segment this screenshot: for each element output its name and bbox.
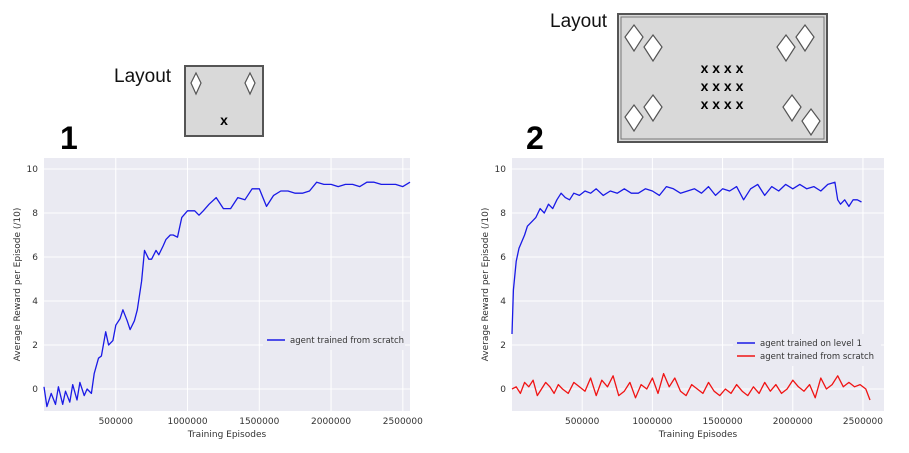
- y-axis-label: Average Reward per Episode (/10): [13, 208, 23, 362]
- layout-1-label: Layout: [114, 66, 172, 87]
- diamond-icon: [643, 34, 663, 63]
- y-tick-label: 10: [27, 165, 39, 175]
- layout-1-agent-mark: x: [220, 112, 228, 128]
- diamond-icon: [782, 94, 802, 123]
- layout-2-diagram: x x x x x x x x x x x x: [617, 13, 828, 143]
- x-tick-label: 500000: [565, 417, 600, 427]
- layout-2-agent-row: x x x x: [701, 78, 744, 94]
- layout-2-agent-row: x x x x: [701, 60, 744, 76]
- y-tick-label: 4: [32, 297, 38, 307]
- y-tick-label: 6: [32, 253, 38, 263]
- series-line: [43, 181, 411, 408]
- diamond-icon: [801, 108, 821, 137]
- plot-area: [512, 158, 884, 411]
- x-tick-label: 500000: [99, 417, 134, 427]
- chart-2: 500000 1000000 1500000 2000000 2500000 0 2 4 6 8 1…: [460, 150, 909, 450]
- panel-number-1: 1: [60, 120, 78, 156]
- diamond-icon: [190, 71, 202, 96]
- legend-box: [263, 331, 405, 350]
- series-line: [511, 181, 862, 335]
- x-tick-label: 1000000: [167, 417, 207, 427]
- diamond-icon: [624, 104, 644, 133]
- y-tick-label: 8: [32, 209, 38, 219]
- legend: agent trained on level 1 agent trained fr…: [733, 334, 881, 366]
- x-tick-label: 1500000: [239, 417, 279, 427]
- y-axis-label: Average Reward per Episode (/10): [481, 208, 491, 362]
- series-line: [511, 372, 871, 401]
- diamond-icon: [776, 34, 796, 63]
- y-tick-label: 2: [32, 341, 38, 351]
- legend: agent trained from scratch: [263, 331, 405, 350]
- y-tick-label: 0: [500, 385, 506, 395]
- x-tick-label: 2000000: [311, 417, 351, 427]
- chart-1: 500000 1000000 1500000 2000000 2500000 0 2 4 6 8 1…: [0, 150, 440, 450]
- y-tick-label: 4: [500, 297, 506, 307]
- chart-2-svg: 500000 1000000 1500000 2000000 2500000 0 2 4 6 8 1…: [481, 158, 884, 440]
- y-tick-label: 10: [495, 165, 507, 175]
- x-tick-label: 1000000: [632, 417, 672, 427]
- legend-label: agent trained from scratch: [760, 352, 874, 362]
- x-tick-label: 2500000: [843, 417, 883, 427]
- x-axis-label: Training Episodes: [658, 430, 738, 440]
- diamond-icon: [795, 24, 815, 53]
- legend-label: agent trained on level 1: [760, 339, 862, 349]
- x-tick-label: 2500000: [383, 417, 423, 427]
- diamond-icon: [624, 24, 644, 53]
- layout-1-diagram: x: [184, 65, 264, 137]
- layout-2-agent-row: x x x x: [701, 96, 744, 112]
- x-tick-label: 2000000: [773, 417, 813, 427]
- y-tick-label: 6: [500, 253, 506, 263]
- legend-label: agent trained from scratch: [290, 336, 404, 346]
- panel-number-2: 2: [526, 120, 544, 156]
- y-tick-label: 8: [500, 209, 506, 219]
- diamond-icon: [244, 71, 256, 96]
- x-tick-label: 1500000: [703, 417, 743, 427]
- y-tick-label: 0: [32, 385, 38, 395]
- x-axis-label: Training Episodes: [187, 430, 267, 440]
- diamond-icon: [643, 94, 663, 123]
- layout-2-label: Layout: [550, 11, 608, 32]
- chart-1-svg: 500000 1000000 1500000 2000000 2500000 0 2 4 6 8 1…: [13, 158, 423, 440]
- y-tick-label: 2: [500, 341, 506, 351]
- plot-area: [44, 158, 410, 411]
- legend-box: [733, 334, 881, 366]
